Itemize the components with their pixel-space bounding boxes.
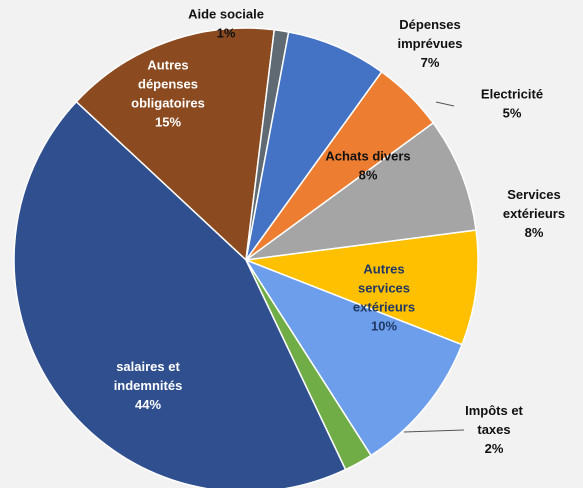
- slice-percent-2: 7%: [421, 55, 440, 70]
- slice-label-2: Dépenses imprévues 7%: [397, 17, 462, 70]
- slice-label-line-4-0: Achats divers: [325, 149, 410, 164]
- leader-line-3: [435, 101, 455, 107]
- slice-label-line-7-1: taxes: [477, 422, 510, 437]
- slice-label-line-2-1: imprévues: [397, 36, 462, 51]
- pie-slice-4: [245, 121, 477, 261]
- slice-percent-6: 10%: [371, 319, 397, 334]
- slice-label-7: Impôts et taxes 2%: [465, 403, 523, 456]
- slice-label-8: salaires et indemnités 44%: [114, 359, 183, 412]
- pie-slice-5: [245, 229, 479, 346]
- slice-label-line-0-2: obligatoires: [131, 96, 205, 111]
- slice-percent-0: 15%: [155, 115, 181, 130]
- slice-label-line-8-1: indemnités: [114, 378, 183, 393]
- slice-percent-7: 2%: [485, 441, 504, 456]
- slice-percent-1: 1%: [217, 26, 236, 41]
- slice-label-line-0-1: dépenses: [138, 77, 198, 92]
- slice-label-3: Electricité 5%: [481, 87, 543, 121]
- slice-percent-5: 8%: [525, 225, 544, 240]
- slice-label-line-0-0: Autres: [147, 58, 188, 73]
- slice-label-line-2-0: Dépenses: [399, 17, 460, 32]
- slice-label-6: Autres services extérieurs 10%: [353, 262, 415, 334]
- slice-label-line-6-1: services: [358, 281, 410, 296]
- pie-slice-8: [13, 100, 347, 488]
- slice-label-1: Aide sociale 1%: [188, 7, 264, 41]
- slice-label-line-5-0: Services: [507, 187, 561, 202]
- leader-line-7: [403, 429, 465, 433]
- pie-slice-0: [75, 27, 276, 262]
- slice-label-line-3-0: Electricité: [481, 87, 543, 102]
- pie-slice-6: [244, 258, 463, 457]
- pie-slice-2: [245, 31, 383, 261]
- slice-label-5: Services extérieurs 8%: [503, 187, 565, 240]
- pie-slices: [13, 27, 479, 488]
- slice-label-line-5-1: extérieurs: [503, 206, 565, 221]
- slice-label-line-1-0: Aide sociale: [188, 7, 264, 22]
- slice-label-4: Achats divers 8%: [325, 149, 410, 183]
- slice-label-line-8-0: salaires et: [116, 359, 180, 374]
- slice-percent-4: 8%: [359, 168, 378, 183]
- slice-label-line-6-2: extérieurs: [353, 300, 415, 315]
- slice-label-line-7-0: Impôts et: [465, 403, 523, 418]
- slice-percent-3: 5%: [503, 106, 522, 121]
- slice-label-0: Autres dépenses obligatoires 15%: [131, 58, 205, 130]
- slice-label-line-6-0: Autres: [363, 262, 404, 277]
- slice-percent-8: 44%: [135, 397, 161, 412]
